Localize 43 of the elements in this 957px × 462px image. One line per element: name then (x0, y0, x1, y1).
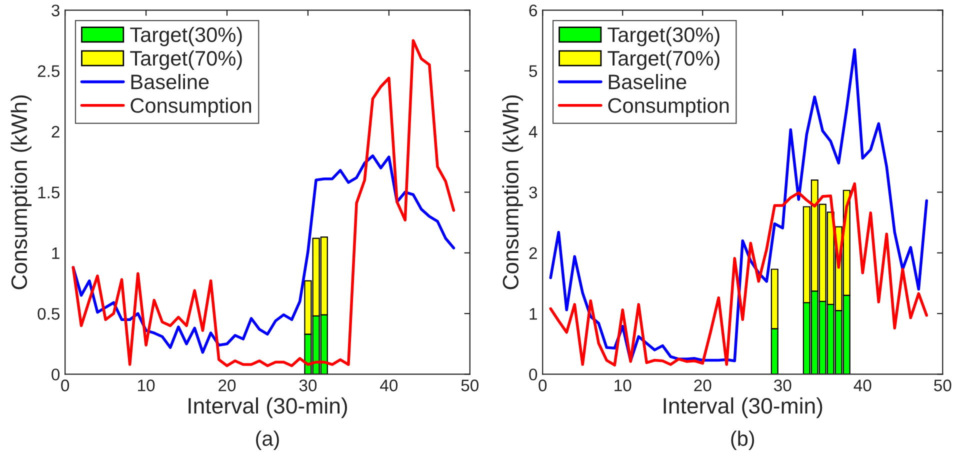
legend-label: Target(30%) (130, 26, 242, 46)
y-tick-label: 2 (52, 126, 60, 138)
x-tick-label: 10 (614, 380, 632, 392)
x-tick-label: 0 (538, 380, 547, 392)
y-tick-label: 3 (529, 186, 538, 198)
y-axis-title: Consumption (kWh) (10, 95, 32, 290)
x-axis-title: Interval (30-min) (664, 397, 822, 418)
x-axis-title: Interval (30-min) (188, 397, 347, 418)
x-tick-label: 30 (299, 380, 317, 392)
legend-label: Baseline (608, 74, 686, 90)
y-tick-label: 2.5 (38, 65, 60, 78)
x-tick-label: 40 (854, 380, 872, 392)
y-tick-label: 1.5 (38, 186, 60, 198)
line-series (549, 182, 928, 367)
legend-label: Target(30%) (608, 26, 720, 46)
text: (a) (256, 430, 279, 450)
legend-label: Target(70%) (608, 50, 720, 70)
y-tick-label: 5 (529, 65, 538, 78)
y-axis-title: Consumption (kWh) (502, 95, 523, 290)
legend-label: Consumption (608, 98, 729, 118)
line-series (72, 154, 456, 354)
x-tick-label: 50 (934, 380, 952, 392)
y-tick-label: 2 (529, 247, 537, 259)
x-tick-label: 20 (694, 380, 712, 392)
y-tick-label: 0 (529, 368, 538, 380)
y-tick-label: 3 (52, 4, 60, 16)
x-tick-label: 40 (380, 380, 398, 392)
legend-label: Target(70%) (130, 50, 242, 70)
legend-label: Baseline (131, 74, 209, 90)
x-tick-label: 10 (138, 380, 155, 392)
y-tick-label: 4 (528, 126, 538, 138)
text: (b) (731, 430, 754, 450)
y-tick-label: 1 (530, 308, 537, 320)
y-tick-label: 1 (52, 247, 60, 259)
x-tick-label: 20 (218, 380, 236, 392)
x-tick-label: 0 (61, 380, 70, 392)
x-tick-label: 30 (774, 380, 792, 392)
y-tick-label: 0 (52, 368, 60, 380)
y-tick-label: 6 (529, 4, 538, 16)
line-series (549, 48, 928, 362)
y-tick-label: 0.5 (38, 308, 60, 320)
x-tick-label: 50 (461, 380, 479, 392)
legend-label: Consumption (130, 98, 252, 118)
